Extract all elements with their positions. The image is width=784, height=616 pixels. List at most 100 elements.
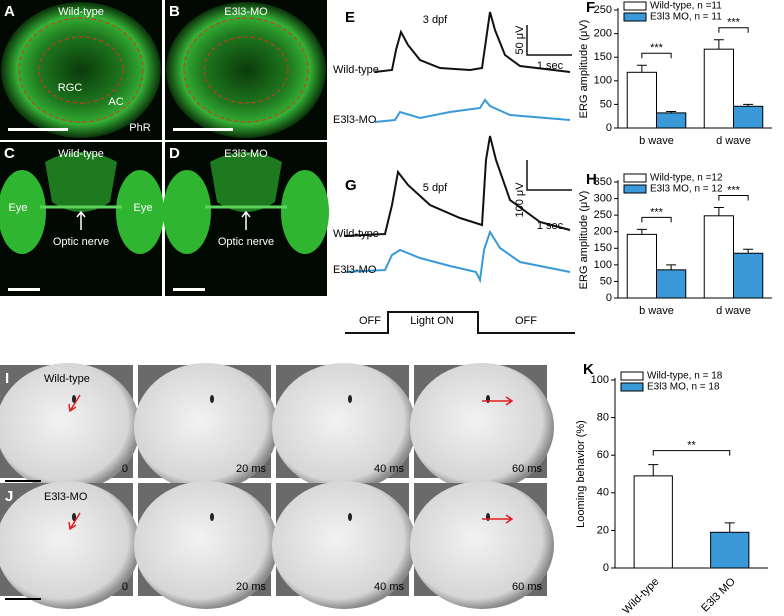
- significance-bracket: [652, 450, 731, 456]
- label: 40 ms: [374, 581, 404, 593]
- brain-image: [210, 152, 282, 212]
- legend-label: E3l3 MO, n = 12: [650, 184, 723, 195]
- label: H: [586, 171, 597, 188]
- label: J: [5, 488, 13, 505]
- larva: [486, 513, 490, 521]
- label: OFF: [359, 315, 381, 327]
- label: 20 ms: [236, 463, 266, 475]
- y-tick-label: 40: [597, 487, 609, 499]
- label: Wild-type: [333, 228, 379, 240]
- layer-outline: [18, 17, 144, 123]
- x-tick-label: b wave: [639, 305, 674, 317]
- legend-swatch: [623, 184, 647, 194]
- y-tick-label: 200: [594, 226, 612, 238]
- label: B: [169, 3, 180, 20]
- error-bar: [636, 64, 647, 73]
- arrow: [482, 396, 514, 406]
- trace-wt-g: [344, 135, 571, 237]
- larva: [72, 513, 76, 521]
- label: 3 dpf: [423, 14, 448, 26]
- larva: [210, 395, 214, 403]
- eye-image: [116, 170, 164, 254]
- y-tick-label: 50: [600, 98, 612, 110]
- dish: [410, 363, 554, 491]
- dish: [134, 481, 278, 609]
- legend-swatch: [620, 382, 644, 392]
- significance-bracket: [718, 27, 749, 33]
- label: 5 dpf: [423, 182, 448, 194]
- scale-bar: [173, 288, 205, 291]
- dish: [0, 481, 140, 609]
- significance-bracket: [641, 52, 672, 59]
- x-tick-label: d wave: [716, 305, 751, 317]
- trace-wt-e: [374, 11, 571, 73]
- label: A: [4, 3, 15, 20]
- traces: [344, 11, 575, 334]
- label: Light ON: [410, 315, 453, 327]
- label: E: [345, 9, 355, 26]
- layer-outline: [38, 36, 124, 104]
- label: AC: [108, 96, 123, 108]
- error-bar: [743, 248, 754, 254]
- label: Eye: [9, 202, 28, 214]
- eye-image: [166, 2, 326, 138]
- bar: [656, 269, 687, 299]
- y-tick-label: 150: [594, 242, 612, 254]
- legend-label: E3l3 MO, n = 11: [650, 12, 722, 23]
- label: E3l3-MO: [44, 491, 88, 503]
- x-tick-label: E3l3 MO: [699, 575, 738, 614]
- label: G: [345, 177, 357, 194]
- label: 60 ms: [512, 463, 542, 475]
- y-tick-label: 100: [594, 75, 612, 87]
- significance-bracket: [718, 195, 749, 201]
- dish: [272, 363, 416, 491]
- bar: [733, 252, 764, 299]
- error-bar: [648, 464, 659, 476]
- error-bar: [636, 228, 647, 235]
- larva: [348, 395, 352, 403]
- significance-label: ***: [650, 206, 664, 218]
- y-tick-label: 50: [600, 275, 612, 287]
- scale-bar: [5, 598, 41, 600]
- label: ERG amplitude (μV): [578, 191, 590, 290]
- label: 60 ms: [512, 581, 542, 593]
- label: 1 sec: [537, 60, 564, 72]
- x-tick-label: b wave: [639, 135, 674, 147]
- legend-swatch: [623, 173, 647, 183]
- y-tick-label: 0: [603, 562, 609, 574]
- error-bar: [666, 264, 677, 270]
- bar: [656, 112, 687, 129]
- eye-image: [1, 2, 161, 138]
- bar: [626, 233, 657, 299]
- y-tick-label: 0: [606, 292, 612, 304]
- label: ERG amplitude (μV): [578, 20, 590, 119]
- eye-image: [281, 170, 329, 254]
- label: Wild-type: [333, 64, 379, 76]
- label: OFF: [515, 315, 537, 327]
- dish: [0, 363, 140, 491]
- label: E3l3-MO: [224, 148, 268, 160]
- y-tick-label: 200: [594, 28, 612, 40]
- scale-bar: [8, 128, 68, 131]
- label: E3l3-MO: [333, 264, 377, 276]
- layer-outline: [203, 36, 289, 104]
- larva: [486, 395, 490, 403]
- error-bar: [743, 103, 754, 107]
- arrow: [68, 394, 81, 413]
- label: E3l3-MO: [224, 6, 268, 18]
- x-tick-label: d wave: [716, 135, 751, 147]
- significance-label: **: [687, 440, 696, 452]
- dish: [272, 481, 416, 609]
- bar: [633, 475, 673, 569]
- significance-label: ***: [727, 17, 741, 29]
- scale-bar: [526, 25, 572, 191]
- error-bar: [724, 522, 735, 533]
- y-tick-label: 60: [597, 449, 609, 461]
- legend-swatch: [620, 371, 644, 381]
- bar: [733, 105, 764, 129]
- label: 50 μV: [514, 25, 526, 55]
- label: RGC: [58, 82, 83, 94]
- significance-bracket: [641, 216, 672, 223]
- arrow: [76, 210, 86, 230]
